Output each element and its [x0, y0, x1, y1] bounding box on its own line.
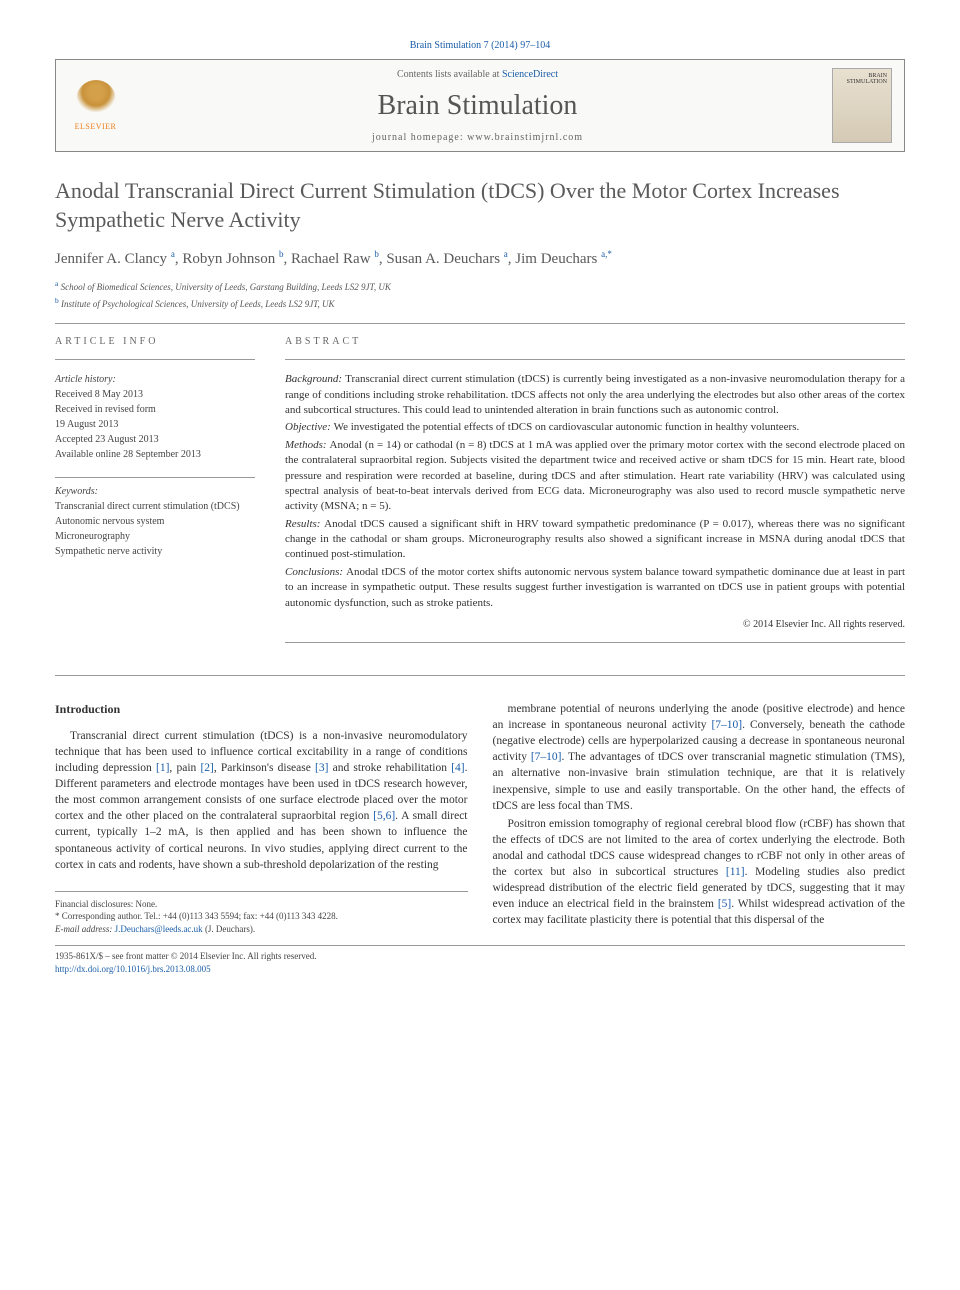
affiliation-line: a School of Biomedical Sciences, Univers… — [55, 278, 905, 295]
citation-ref[interactable]: [3] — [315, 762, 328, 774]
author: Robyn Johnson b — [182, 251, 283, 267]
citation-ref[interactable]: [4] — [451, 762, 464, 774]
intro-paragraph-3: Positron emission tomography of regional… — [493, 816, 906, 929]
sciencedirect-link[interactable]: ScienceDirect — [502, 69, 558, 80]
article-page: Brain Stimulation 7 (2014) 97–104 ELSEVI… — [0, 0, 960, 1016]
author-affil-sup: b — [279, 249, 284, 259]
keywords-label: Keywords: — [55, 484, 255, 499]
divider — [55, 477, 255, 478]
keyword: Sympathetic nerve activity — [55, 544, 255, 559]
abstract-section-label: Methods: — [285, 439, 330, 451]
intro-paragraph-1: Transcranial direct current stimulation … — [55, 728, 468, 873]
keyword: Transcranial direct current stimulation … — [55, 499, 255, 514]
author: Jennifer A. Clancy a — [55, 251, 175, 267]
history-label: Article history: — [55, 372, 255, 387]
article-title: Anodal Transcranial Direct Current Stimu… — [55, 177, 905, 234]
corresponding-author: * Corresponding author. Tel.: +44 (0)113… — [55, 910, 468, 923]
author: Jim Deuchars a,* — [515, 251, 612, 267]
history-line: Received in revised form — [55, 402, 255, 417]
doi-link[interactable]: http://dx.doi.org/10.1016/j.brs.2013.08.… — [55, 963, 905, 976]
history-line: Accepted 23 August 2013 — [55, 432, 255, 447]
contents-prefix: Contents lists available at — [397, 69, 502, 80]
body-column-left: Introduction Transcranial direct current… — [55, 701, 468, 935]
history-line: Received 8 May 2013 — [55, 387, 255, 402]
abstract-section-label: Results: — [285, 518, 324, 530]
affiliation-line: b Institute of Psychological Sciences, U… — [55, 295, 905, 312]
abstract-section-label: Objective: — [285, 421, 334, 433]
abstract-section: Objective: We investigated the potential… — [285, 420, 905, 435]
elsevier-tree-icon — [76, 80, 116, 120]
author-affil-sup: b — [374, 249, 379, 259]
divider — [55, 675, 905, 676]
homepage-line: journal homepage: www.brainstimjrnl.com — [133, 132, 822, 143]
affil-sup: a — [55, 279, 58, 288]
email-label: E-mail address: — [55, 924, 112, 934]
corresponding-star-icon: * — [607, 249, 612, 259]
citation-ref[interactable]: [7–10] — [711, 719, 742, 731]
introduction-heading: Introduction — [55, 701, 468, 718]
citation-ref[interactable]: [2] — [200, 762, 213, 774]
abstract-section-label: Background: — [285, 373, 345, 385]
citation-ref[interactable]: [5,6] — [373, 810, 395, 822]
history-line: 19 August 2013 — [55, 417, 255, 432]
author-list: Jennifer A. Clancy a, Robyn Johnson b, R… — [55, 249, 905, 268]
journal-cover-thumbnail: BRAIN STIMULATION — [832, 68, 892, 143]
history-line: Available online 28 September 2013 — [55, 447, 255, 462]
abstract-section-label: Conclusions: — [285, 566, 346, 578]
abstract-section: Background: Transcranial direct current … — [285, 372, 905, 418]
divider — [285, 642, 905, 643]
affil-sup: b — [55, 296, 59, 305]
abstract-copyright: © 2014 Elsevier Inc. All rights reserved… — [285, 619, 905, 630]
body-columns: Introduction Transcranial direct current… — [55, 701, 905, 935]
email-line: E-mail address: J.Deuchars@leeds.ac.uk (… — [55, 923, 468, 936]
abstract-section: Results: Anodal tDCS caused a significan… — [285, 517, 905, 563]
footnotes: Financial disclosures: None. * Correspon… — [55, 891, 468, 936]
body-column-right: membrane potential of neurons underlying… — [493, 701, 906, 935]
elsevier-label: ELSEVIER — [75, 122, 117, 131]
author: Rachael Raw b — [291, 251, 379, 267]
divider — [55, 359, 255, 360]
journal-header: ELSEVIER Contents lists available at Sci… — [55, 59, 905, 152]
keywords-block: Keywords: Transcranial direct current st… — [55, 484, 255, 559]
citation-ref[interactable]: [5] — [718, 898, 731, 910]
email-suffix: (J. Deuchars). — [205, 924, 255, 934]
abstract-column: ABSTRACT Background: Transcranial direct… — [285, 336, 905, 655]
article-history-block: Article history: Received 8 May 2013Rece… — [55, 372, 255, 462]
journal-title: Brain Stimulation — [133, 90, 822, 122]
abstract-section: Conclusions: Anodal tDCS of the motor co… — [285, 565, 905, 611]
article-info-column: ARTICLE INFO Article history: Received 8… — [55, 336, 255, 655]
citation-ref[interactable]: [7–10] — [531, 751, 562, 763]
author-affil-sup: a — [504, 249, 508, 259]
homepage-url[interactable]: www.brainstimjrnl.com — [467, 132, 583, 143]
email-link[interactable]: J.Deuchars@leeds.ac.uk — [115, 924, 203, 934]
abstract-section: Methods: Anodal (n = 14) or cathodal (n … — [285, 438, 905, 515]
info-abstract-row: ARTICLE INFO Article history: Received 8… — [55, 336, 905, 655]
cover-title: BRAIN STIMULATION — [837, 73, 887, 85]
keyword: Microneurography — [55, 529, 255, 544]
intro-paragraph-2: membrane potential of neurons underlying… — [493, 701, 906, 814]
citation-ref[interactable]: [11] — [726, 866, 745, 878]
homepage-prefix: journal homepage: — [372, 132, 467, 143]
divider — [285, 359, 905, 360]
author: Susan A. Deuchars a — [386, 251, 507, 267]
abstract-text: Background: Transcranial direct current … — [285, 372, 905, 611]
financial-disclosure: Financial disclosures: None. — [55, 898, 468, 911]
elsevier-logo: ELSEVIER — [68, 76, 123, 136]
running-citation: Brain Stimulation 7 (2014) 97–104 — [55, 40, 905, 51]
author-affil-sup: a — [171, 249, 175, 259]
header-center: Contents lists available at ScienceDirec… — [123, 69, 832, 143]
article-info-heading: ARTICLE INFO — [55, 336, 255, 347]
citation-ref[interactable]: [1] — [156, 762, 169, 774]
contents-available-line: Contents lists available at ScienceDirec… — [133, 69, 822, 80]
issn-copyright: 1935-861X/$ – see front matter © 2014 El… — [55, 950, 905, 963]
divider — [55, 323, 905, 324]
abstract-heading: ABSTRACT — [285, 336, 905, 347]
footer-bar: 1935-861X/$ – see front matter © 2014 El… — [55, 945, 905, 975]
affiliations: a School of Biomedical Sciences, Univers… — [55, 278, 905, 311]
keyword: Autonomic nervous system — [55, 514, 255, 529]
